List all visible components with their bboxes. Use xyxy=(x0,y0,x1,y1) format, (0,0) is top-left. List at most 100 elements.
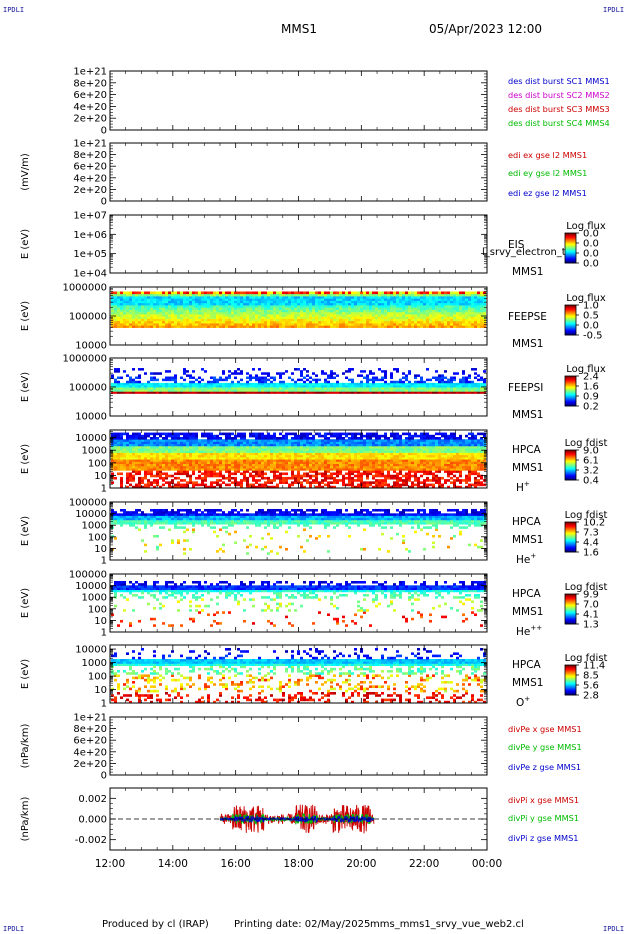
heatmap-cell xyxy=(210,454,213,458)
heatmap-cell xyxy=(318,325,321,328)
heatmap-cell xyxy=(465,314,468,317)
heatmap-cell xyxy=(393,302,396,306)
heatmap-cell xyxy=(264,481,267,484)
heatmap-cell xyxy=(138,485,141,489)
heatmap-cell xyxy=(207,461,210,465)
heatmap-cell xyxy=(156,437,159,440)
heatmap-cell xyxy=(219,323,222,326)
heatmap-cell xyxy=(213,434,216,438)
heatmap-cell xyxy=(177,441,180,445)
heatmap-cell xyxy=(114,378,117,382)
heatmap-cell xyxy=(201,305,204,308)
heatmap-cell xyxy=(132,316,135,319)
heatmap-cell xyxy=(246,445,249,449)
heatmap-cell xyxy=(111,389,114,392)
heatmap-cell xyxy=(276,316,279,319)
heatmap-cell xyxy=(126,311,129,315)
heatmap-cell xyxy=(204,370,207,373)
heatmap-cell xyxy=(324,378,327,382)
heatmap-cell xyxy=(141,443,144,447)
heatmap-cell xyxy=(192,370,195,373)
heatmap-cell xyxy=(447,309,450,313)
heatmap-cell xyxy=(387,293,390,297)
heatmap-cell xyxy=(249,318,252,322)
heatmap-cell xyxy=(258,454,261,458)
heatmap-cell xyxy=(462,387,465,390)
heatmap-cell xyxy=(342,389,345,392)
heatmap-cell xyxy=(258,298,261,301)
heatmap-cell xyxy=(120,302,123,306)
heatmap-cell xyxy=(258,389,261,392)
heatmap-cell xyxy=(225,389,228,392)
heatmap-cell xyxy=(120,311,123,315)
y-tick-label: 1e+06 xyxy=(73,230,107,241)
heatmap-cell xyxy=(249,461,252,465)
heatmap-cell xyxy=(129,296,132,299)
heatmap-cell xyxy=(354,314,357,317)
heatmap-cell xyxy=(213,311,216,315)
heatmap-cell xyxy=(192,439,195,442)
heatmap-cell xyxy=(249,314,252,317)
heatmap-cell xyxy=(342,323,345,326)
heatmap-cell xyxy=(309,302,312,306)
heatmap-cell xyxy=(144,300,147,304)
heatmap-cell xyxy=(153,481,156,484)
heatmap-cell xyxy=(162,461,165,465)
heatmap-cell xyxy=(384,298,387,301)
heatmap-cell xyxy=(147,387,150,390)
heatmap-cell xyxy=(222,293,225,297)
heatmap-cell xyxy=(222,468,225,471)
heatmap-cell xyxy=(291,305,294,308)
heatmap-cell xyxy=(285,323,288,326)
heatmap-cell xyxy=(192,314,195,317)
heatmap-cell xyxy=(345,370,348,373)
heatmap-cell xyxy=(234,461,237,465)
heatmap-cell xyxy=(153,454,156,458)
heatmap-cell xyxy=(264,298,267,301)
heatmap-cell xyxy=(456,389,459,392)
heatmap-cell xyxy=(201,459,204,462)
heatmap-cell xyxy=(246,463,249,467)
heatmap-cell xyxy=(216,445,219,449)
heatmap-cell xyxy=(171,316,174,319)
heatmap-cell xyxy=(285,434,288,438)
heatmap-cell xyxy=(246,376,249,380)
heatmap-cell xyxy=(288,452,291,456)
heatmap-cell xyxy=(186,391,189,394)
heatmap-cell xyxy=(207,293,210,297)
heatmap-cell xyxy=(195,437,198,440)
heatmap-cell xyxy=(228,454,231,458)
heatmap-cell xyxy=(294,316,297,319)
heatmap-cell xyxy=(387,300,390,304)
heatmap-cell xyxy=(333,389,336,392)
heatmap-cell xyxy=(162,309,165,313)
heatmap-cell xyxy=(378,311,381,315)
heatmap-cell xyxy=(219,452,222,456)
colorbar-segment xyxy=(565,239,576,241)
colorbar-segment xyxy=(565,307,576,309)
heatmap-cell xyxy=(165,293,168,297)
heatmap-cell xyxy=(249,316,252,319)
colorbar-segment xyxy=(565,234,576,236)
heatmap-cell xyxy=(132,470,135,473)
heatmap-cell xyxy=(243,450,246,453)
heatmap-cell xyxy=(114,445,117,449)
heatmap-cell xyxy=(201,452,204,456)
heatmap-cell xyxy=(393,325,396,328)
heatmap-cell xyxy=(117,441,120,445)
heatmap-cell xyxy=(147,445,150,449)
heatmap-cell xyxy=(258,485,261,489)
heatmap-cell xyxy=(474,293,477,297)
heatmap-cell xyxy=(414,305,417,308)
heatmap-cell xyxy=(240,320,243,324)
heatmap-cell xyxy=(285,461,288,465)
heatmap-cell xyxy=(420,378,423,382)
heatmap-cell xyxy=(168,454,171,458)
heatmap-cell xyxy=(240,450,243,453)
heatmap-cell xyxy=(276,445,279,449)
heatmap-cell xyxy=(324,309,327,313)
heatmap-cell xyxy=(297,384,300,388)
heatmap-cell xyxy=(480,316,483,319)
heatmap-cell xyxy=(141,387,144,390)
